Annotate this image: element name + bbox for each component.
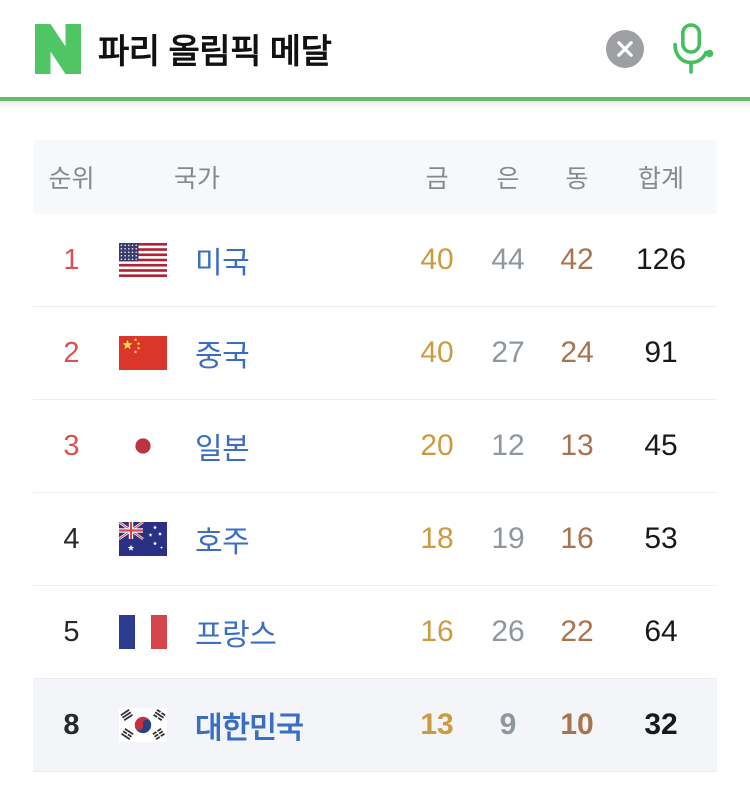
bronze-count: 24 [560, 336, 594, 369]
gold-count: 13 [420, 708, 454, 741]
total-count: 45 [644, 429, 678, 462]
total-count: 126 [635, 243, 687, 276]
gold-count: 40 [420, 243, 454, 276]
country-name-link[interactable]: 프랑스 [195, 619, 277, 652]
bronze-count: 10 [560, 708, 594, 741]
country-name-link[interactable]: 대한민국 [195, 712, 304, 745]
rank-value: 8 [63, 708, 80, 741]
rank-value: 5 [63, 615, 80, 648]
country-name-link[interactable]: 일본 [195, 433, 250, 466]
country-name-link[interactable]: 중국 [195, 340, 250, 373]
column-header-bronze: 동 [565, 165, 589, 193]
country-name-link[interactable]: 미국 [195, 247, 250, 280]
gold-count: 40 [420, 336, 454, 369]
china-flag [119, 336, 167, 370]
table-row-호주[interactable]: 4 호주 18 19 16 53 [33, 493, 717, 586]
rank-value: 1 [63, 243, 80, 276]
naver-logo[interactable] [35, 23, 81, 74]
table-row-대한민국[interactable]: 8 대한민국 13 9 10 32 [33, 679, 717, 772]
silver-count: 27 [491, 336, 525, 369]
table-header-row: 순위 국가 금 은 동 합계 [33, 140, 717, 214]
clear-search-button[interactable] [606, 29, 644, 68]
voice-search-button[interactable] [668, 22, 714, 76]
rank-value: 3 [63, 429, 80, 462]
gold-count: 20 [420, 429, 454, 462]
france-flag [119, 615, 167, 649]
japan-flag [119, 429, 167, 463]
bronze-count: 16 [560, 522, 594, 555]
total-count: 32 [644, 708, 678, 741]
bronze-count: 42 [560, 243, 594, 276]
column-header-total: 합계 [637, 165, 684, 193]
bronze-count: 13 [560, 429, 594, 462]
silver-count: 26 [491, 615, 525, 648]
microphone-icon [673, 22, 714, 74]
total-count: 91 [644, 336, 678, 369]
bronze-count: 22 [560, 615, 594, 648]
table-row-프랑스[interactable]: 5 프랑스 16 26 22 64 [33, 586, 717, 679]
header-divider [0, 97, 750, 101]
australia-flag [119, 522, 167, 556]
korea-flag [119, 708, 167, 742]
table-row-일본[interactable]: 3 일본 20 12 13 45 [33, 400, 717, 493]
us-flag [119, 243, 167, 277]
column-header-rank: 순위 [48, 165, 95, 193]
search-bar[interactable]: 파리 올림픽 메달 [0, 0, 750, 97]
country-name-link[interactable]: 호주 [195, 526, 250, 559]
gold-count: 18 [420, 522, 454, 555]
column-header-silver: 은 [496, 165, 520, 193]
rank-value: 4 [63, 522, 80, 555]
close-icon [606, 29, 644, 68]
rank-value: 2 [63, 336, 80, 369]
column-header-country: 국가 [173, 165, 220, 193]
medal-standings-table: 순위 국가 금 은 동 합계 1 미국 40 44 42 126 2 중국 40… [33, 140, 717, 772]
column-header-gold: 금 [425, 165, 449, 193]
silver-count: 19 [491, 522, 525, 555]
search-input[interactable]: 파리 올림픽 메달 [98, 33, 332, 71]
total-count: 64 [644, 615, 678, 648]
silver-count: 12 [491, 429, 525, 462]
table-row-미국[interactable]: 1 미국 40 44 42 126 [33, 214, 717, 307]
header-divider-shadow [0, 101, 750, 109]
total-count: 53 [644, 522, 678, 555]
gold-count: 16 [420, 615, 454, 648]
silver-count: 44 [491, 243, 525, 276]
table-row-중국[interactable]: 2 중국 40 27 24 91 [33, 307, 717, 400]
silver-count: 9 [499, 708, 517, 741]
